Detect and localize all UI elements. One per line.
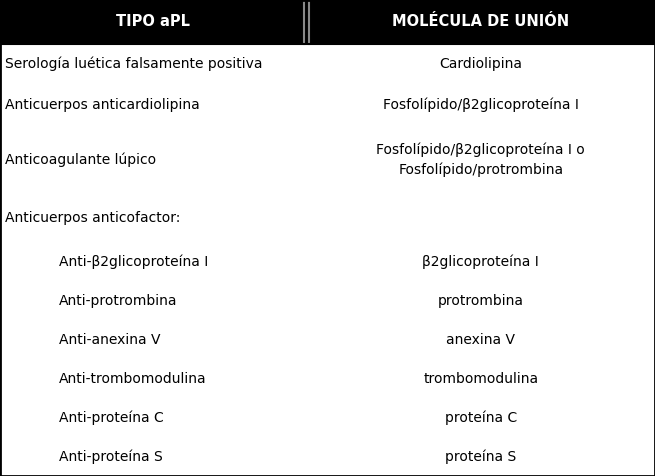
Text: protrombina: protrombina [438,294,524,308]
Text: Anti-proteína S: Anti-proteína S [59,449,162,464]
FancyBboxPatch shape [0,0,655,44]
Text: Fosfolípido/β2glicoproteína I: Fosfolípido/β2glicoproteína I [383,98,579,112]
Text: proteína C: proteína C [445,410,517,425]
Text: Anti-protrombina: Anti-protrombina [59,294,178,308]
Text: Anti-proteína C: Anti-proteína C [59,410,164,425]
Text: anexina V: anexina V [446,333,515,347]
Text: Fosfolípido/β2glicoproteína I o
Fosfolípido/protrombina: Fosfolípido/β2glicoproteína I o Fosfolíp… [377,142,585,177]
Text: β2glicoproteína I: β2glicoproteína I [422,255,539,269]
Text: TIPO aPL: TIPO aPL [117,14,190,30]
Text: Cardiolipina: Cardiolipina [440,57,522,71]
Text: trombomodulina: trombomodulina [423,372,538,386]
Text: Anticuerpos anticofactor:: Anticuerpos anticofactor: [5,211,181,225]
Text: Serología luética falsamente positiva: Serología luética falsamente positiva [5,57,263,71]
Text: proteína S: proteína S [445,449,516,464]
Text: Anti-trombomodulina: Anti-trombomodulina [59,372,206,386]
Text: MOLÉCULA DE UNIÓN: MOLÉCULA DE UNIÓN [392,14,569,30]
Text: Anti-anexina V: Anti-anexina V [59,333,160,347]
Text: Anticuerpos anticardiolipina: Anticuerpos anticardiolipina [5,98,200,112]
Text: Anti-β2glicoproteína I: Anti-β2glicoproteína I [59,255,208,269]
Text: Anticoagulante lúpico: Anticoagulante lúpico [5,152,157,167]
